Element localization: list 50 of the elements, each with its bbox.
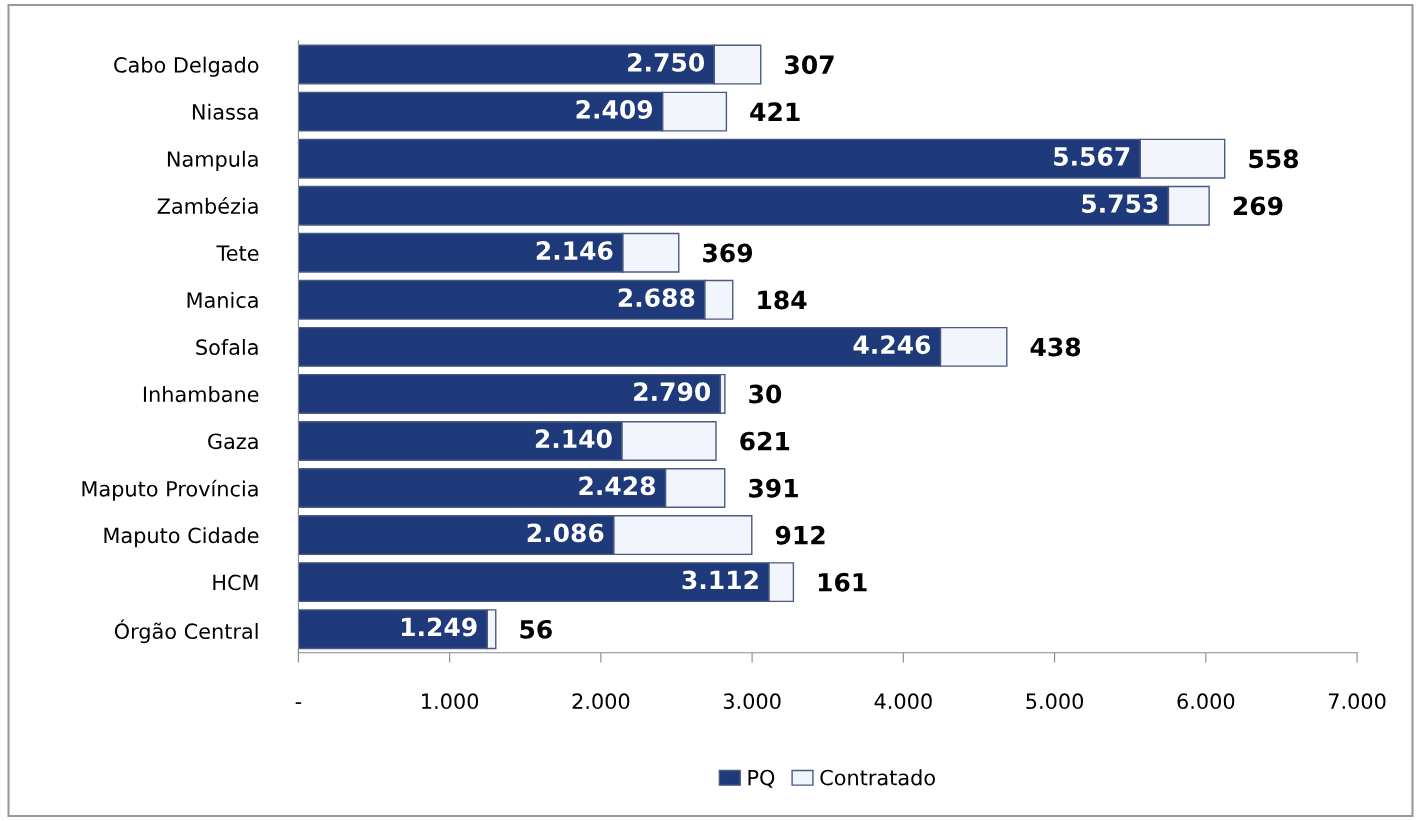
data-label: 161 [818,572,867,592]
data-label: 369 [703,243,753,263]
data-label: 2.146 [536,241,613,261]
data-label: 2.750 [628,52,705,72]
y-tick-label: Órgão Central [114,619,258,644]
data-label: 391 [749,478,798,498]
legend-label: Contratado [820,769,935,786]
y-tick-label: Gaza [208,433,258,450]
data-label: 2.409 [576,99,653,119]
y-tick-label: Maputo Cidade [104,527,259,548]
data-label: 438 [1030,337,1081,357]
legend-label: PQ [748,769,775,788]
y-tick-label: Zambézia [157,196,258,214]
data-label: 1.249 [401,617,477,637]
data-label: 4.246 [853,335,931,355]
x-tick-label: 2.000 [572,693,630,710]
data-label: 2.790 [634,382,711,402]
x-tick-label: 4.000 [874,693,932,710]
data-label: 30 [749,384,782,404]
data-label: 421 [750,102,800,121]
data-label: 184 [758,290,807,310]
y-tick-label: Inhambane [143,386,259,403]
x-tick-label: - [295,702,302,704]
y-tick-label: Tete [216,245,259,261]
data-label: 269 [1233,196,1283,216]
data-label: 307 [785,55,834,75]
data-label: 2.086 [527,523,604,543]
data-label: 912 [775,525,825,545]
bar [298,373,722,414]
y-tick-label: Niassa [192,103,258,120]
data-label: 2.140 [535,429,612,449]
data-label: 5.753 [1082,194,1158,213]
y-tick-label: Nampula [167,150,258,171]
x-tick-label: 3.000 [723,693,781,710]
y-tick-label: Sofala [196,338,258,356]
y-tick-label: Cabo Delgado [114,56,259,77]
y-tick-label: HCM [213,574,258,591]
data-label: 558 [1249,149,1299,169]
data-label: 2.428 [579,476,655,496]
x-tick-label: 6.000 [1177,693,1235,710]
data-label: 3.112 [682,570,758,590]
data-label: 5.567 [1054,147,1130,166]
x-tick-label: 1.000 [422,693,479,710]
x-tick-label: 5.000 [1026,693,1084,710]
x-tick-label: 7.000 [1328,693,1386,710]
y-tick-label: Maputo Província [82,479,258,501]
data-label: 621 [740,431,790,451]
data-label: 2.688 [618,288,695,308]
y-tick-label: Manica [187,291,258,309]
data-label: 56 [520,619,552,639]
